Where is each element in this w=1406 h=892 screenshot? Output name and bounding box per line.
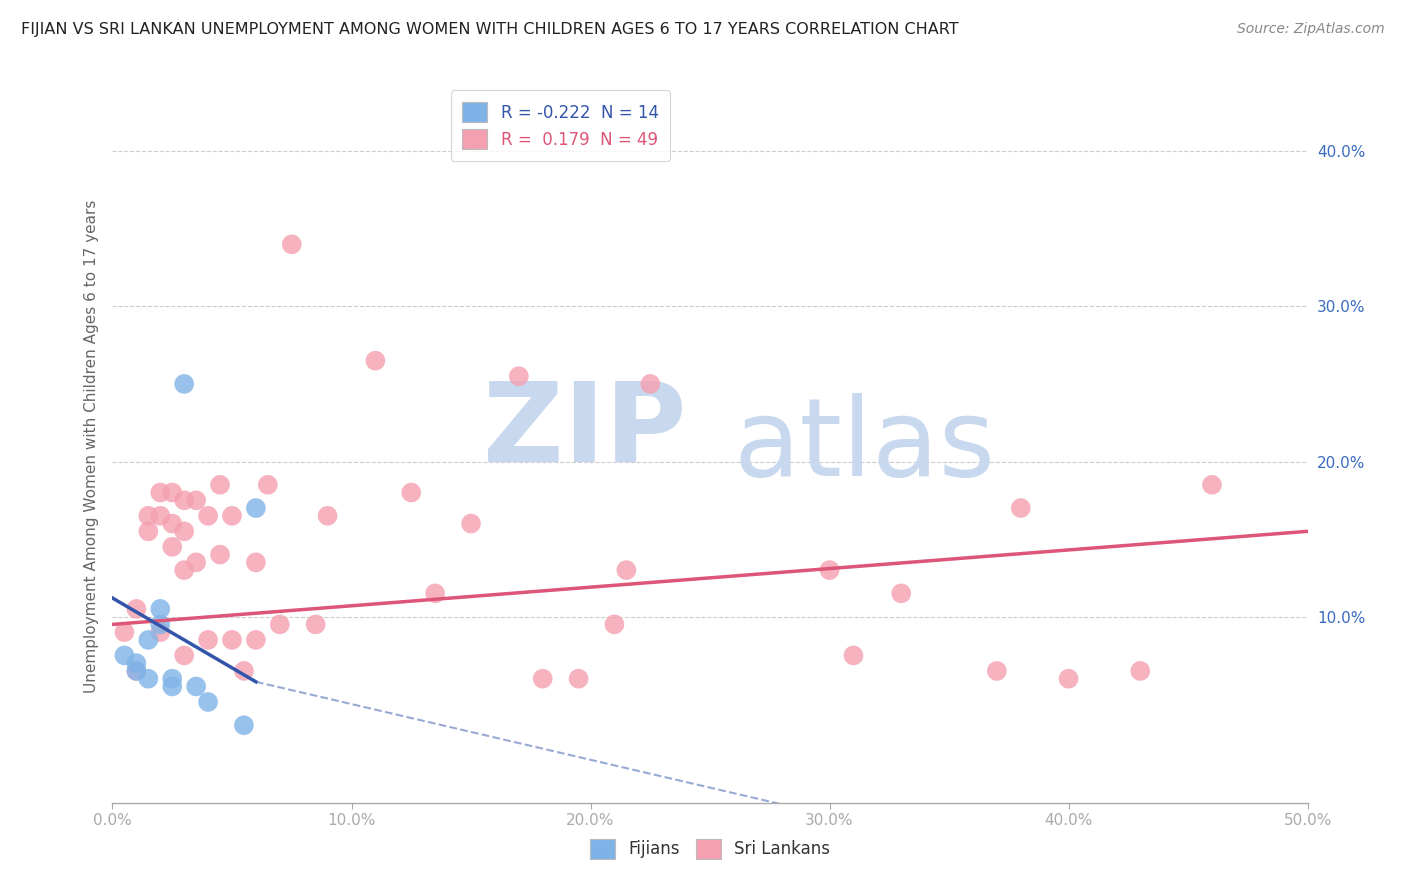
Point — [890, 586, 912, 600]
Point — [245, 501, 267, 516]
Text: ZIP: ZIP — [482, 378, 686, 485]
Point — [138, 672, 160, 686]
Point — [1010, 501, 1032, 516]
Point — [245, 555, 267, 569]
Point — [1201, 477, 1223, 491]
Point — [197, 632, 219, 647]
Point — [221, 508, 243, 523]
Point — [173, 493, 195, 508]
Point — [162, 540, 183, 554]
Point — [316, 508, 339, 523]
Point — [209, 477, 232, 491]
Point — [508, 369, 530, 384]
Point — [1129, 664, 1152, 678]
Point — [162, 672, 183, 686]
Point — [173, 524, 195, 539]
Point — [269, 617, 291, 632]
Point — [162, 516, 183, 531]
Point — [640, 376, 662, 391]
Point — [114, 625, 135, 640]
Point — [364, 353, 387, 368]
Legend: Fijians, Sri Lankans: Fijians, Sri Lankans — [583, 832, 837, 866]
Point — [186, 680, 208, 694]
Point — [173, 563, 195, 577]
Point — [616, 563, 638, 577]
Point — [149, 508, 172, 523]
Point — [186, 493, 208, 508]
Point — [603, 617, 626, 632]
Point — [138, 632, 160, 647]
Point — [221, 632, 243, 647]
Point — [233, 664, 256, 678]
Point — [257, 477, 280, 491]
Point — [197, 508, 219, 523]
Text: Source: ZipAtlas.com: Source: ZipAtlas.com — [1237, 22, 1385, 37]
Text: atlas: atlas — [734, 393, 995, 499]
Point — [173, 648, 195, 663]
Point — [842, 648, 865, 663]
Point — [531, 672, 554, 686]
Point — [197, 695, 219, 709]
Point — [281, 237, 304, 252]
Point — [460, 516, 482, 531]
Point — [138, 508, 160, 523]
Point — [986, 664, 1008, 678]
Y-axis label: Unemployment Among Women with Children Ages 6 to 17 years: Unemployment Among Women with Children A… — [83, 199, 98, 693]
Point — [149, 617, 172, 632]
Point — [125, 664, 148, 678]
Point — [125, 602, 148, 616]
Point — [305, 617, 328, 632]
Point — [149, 485, 172, 500]
Point — [1057, 672, 1080, 686]
Point — [568, 672, 591, 686]
Point — [245, 632, 267, 647]
Point — [162, 485, 183, 500]
Point — [401, 485, 423, 500]
Point — [149, 602, 172, 616]
Point — [233, 718, 256, 732]
Point — [162, 680, 183, 694]
Point — [125, 664, 148, 678]
Point — [173, 376, 195, 391]
Point — [186, 555, 208, 569]
Point — [149, 625, 172, 640]
Point — [209, 548, 232, 562]
Point — [114, 648, 135, 663]
Point — [125, 656, 148, 670]
Point — [138, 524, 160, 539]
Text: FIJIAN VS SRI LANKAN UNEMPLOYMENT AMONG WOMEN WITH CHILDREN AGES 6 TO 17 YEARS C: FIJIAN VS SRI LANKAN UNEMPLOYMENT AMONG … — [21, 22, 959, 37]
Point — [425, 586, 447, 600]
Point — [818, 563, 841, 577]
